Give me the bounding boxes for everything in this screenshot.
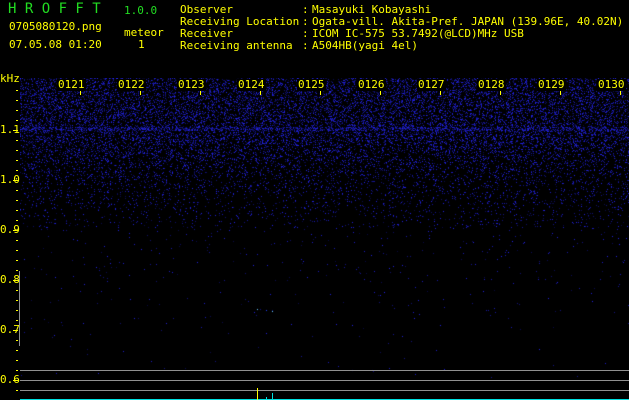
- time-tick-label: 0127: [417, 78, 446, 91]
- y-minor-tick: [16, 140, 18, 141]
- time-tick: [500, 91, 501, 95]
- y-major-tick: [13, 330, 18, 331]
- y-minor-tick: [16, 220, 18, 221]
- y-minor-tick: [16, 150, 18, 151]
- y-tick-label: 0.9: [0, 223, 20, 236]
- time-tick: [140, 91, 141, 95]
- info-value: Ogata-vill. Akita-Pref. JAPAN (139.96E, …: [312, 15, 624, 28]
- info-value: Masayuki Kobayashi: [312, 3, 432, 16]
- y-minor-tick: [16, 250, 18, 251]
- y-minor-tick: [16, 370, 18, 371]
- marker-line: [19, 271, 20, 346]
- y-major-tick: [13, 230, 18, 231]
- y-minor-tick: [16, 300, 18, 301]
- info-colon: :: [302, 3, 309, 16]
- y-minor-tick: [16, 120, 18, 121]
- meteor-count: 1: [138, 38, 145, 51]
- meteor-marker: [257, 388, 258, 400]
- time-tick: [320, 91, 321, 95]
- time-tick-label: 0129: [537, 78, 566, 91]
- y-minor-tick: [16, 110, 18, 111]
- y-minor-tick: [16, 200, 18, 201]
- time-tick: [380, 91, 381, 95]
- info-label: Observer: [180, 3, 233, 16]
- info-value: ICOM IC-575 53.7492(@LCD)MHz USB: [312, 27, 524, 40]
- y-minor-tick: [16, 350, 18, 351]
- meteor-label: meteor: [124, 26, 164, 39]
- info-label: Receiving antenna: [180, 39, 293, 52]
- y-minor-tick: [16, 390, 18, 391]
- y-minor-tick: [16, 310, 18, 311]
- time-tick-label: 0124: [237, 78, 266, 91]
- time-tick-label: 0121: [57, 78, 86, 91]
- y-minor-tick: [16, 270, 18, 271]
- y-minor-tick: [16, 340, 18, 341]
- y-minor-tick: [16, 160, 18, 161]
- echo-marker: [266, 397, 267, 400]
- y-tick-label: 1.0: [0, 173, 20, 186]
- y-major-tick: [13, 130, 18, 131]
- time-tick-label: 0130: [597, 78, 626, 91]
- time-tick-label: 0128: [477, 78, 506, 91]
- y-minor-tick: [16, 170, 18, 171]
- app-version: 1.0.0: [124, 4, 158, 17]
- time-tick: [440, 91, 441, 95]
- y-major-tick: [13, 380, 18, 381]
- time-tick-label: 0125: [297, 78, 326, 91]
- info-value: A504HB(yagi 4el): [312, 39, 418, 52]
- y-major-tick: [13, 180, 18, 181]
- y-minor-tick: [16, 240, 18, 241]
- filename: 0705080120.png: [9, 20, 102, 33]
- y-tick-label: 0.8: [0, 273, 20, 286]
- app-title: H R O F F T: [8, 1, 101, 17]
- grid-line: [20, 370, 629, 371]
- echo-marker: [272, 393, 273, 400]
- grid-line: [20, 380, 629, 381]
- y-minor-tick: [16, 260, 18, 261]
- y-tick-label: 0.6: [0, 373, 20, 386]
- y-tick-label: 1.1: [0, 123, 20, 136]
- time-tick: [80, 91, 81, 95]
- y-minor-tick: [16, 360, 18, 361]
- y-tick-label: 0.7: [0, 323, 20, 336]
- info-label: Receiving Location: [180, 15, 300, 28]
- y-minor-tick: [16, 210, 18, 211]
- info-colon: :: [302, 39, 309, 52]
- time-tick: [560, 91, 561, 95]
- time-tick-label: 0123: [177, 78, 206, 91]
- info-colon: :: [302, 27, 309, 40]
- datetime: 07.05.08 01:20: [9, 38, 102, 51]
- info-label: Receiver: [180, 27, 233, 40]
- y-minor-tick: [16, 90, 18, 91]
- spectrogram-canvas: [20, 78, 629, 400]
- info-colon: :: [302, 15, 309, 28]
- y-minor-tick: [16, 290, 18, 291]
- y-minor-tick: [16, 100, 18, 101]
- grid-line: [20, 390, 629, 391]
- time-tick: [260, 91, 261, 95]
- y-unit-label: kHz: [0, 72, 20, 85]
- time-tick: [200, 91, 201, 95]
- y-minor-tick: [16, 190, 18, 191]
- y-major-tick: [13, 280, 18, 281]
- y-minor-tick: [16, 320, 18, 321]
- time-tick: [620, 91, 621, 95]
- time-tick-label: 0122: [117, 78, 146, 91]
- time-tick-label: 0126: [357, 78, 386, 91]
